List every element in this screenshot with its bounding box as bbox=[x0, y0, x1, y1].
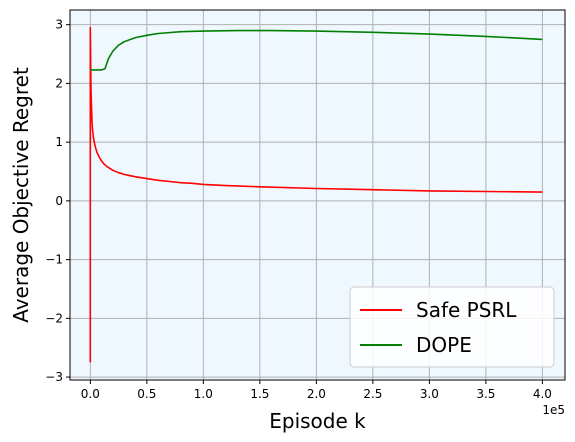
series-line-safe-psrl bbox=[89, 26, 543, 363]
series-layer bbox=[89, 26, 543, 363]
legend: Safe PSRL DOPE bbox=[349, 286, 555, 368]
y-tick-label: 0 bbox=[55, 194, 63, 208]
y-tick-label: −3 bbox=[45, 370, 63, 384]
y-axis: −3 −2 −1 0 1 2 3 bbox=[45, 18, 70, 384]
x-axis-offset-label: 1e5 bbox=[542, 403, 565, 417]
x-tick-label: 4.0 bbox=[533, 387, 552, 401]
x-axis: 0.0 0.5 1.0 1.5 2.0 2.5 3.0 3.5 4.0 bbox=[81, 380, 552, 401]
y-tick-label: 1 bbox=[55, 135, 63, 149]
x-tick-label: 2.0 bbox=[307, 387, 326, 401]
x-tick-label: 1.0 bbox=[194, 387, 213, 401]
y-tick-label: 2 bbox=[55, 76, 63, 90]
y-axis-label: Average Objective Regret bbox=[9, 67, 33, 323]
x-tick-label: 2.5 bbox=[363, 387, 382, 401]
x-tick-label: 3.5 bbox=[476, 387, 495, 401]
x-tick-label: 0.0 bbox=[81, 387, 100, 401]
y-tick-label: −1 bbox=[45, 253, 63, 267]
series-line-dope bbox=[90, 29, 543, 71]
x-tick-label: 3.0 bbox=[420, 387, 439, 401]
legend-box bbox=[349, 286, 555, 368]
legend-entry: DOPE bbox=[416, 333, 472, 357]
plot-frame bbox=[69, 9, 566, 381]
x-axis-label: Episode k bbox=[269, 409, 366, 433]
x-tick-label: 0.5 bbox=[137, 387, 156, 401]
x-tick-label: 1.5 bbox=[250, 387, 269, 401]
legend-entry: Safe PSRL bbox=[416, 298, 517, 322]
y-tick-label: 3 bbox=[55, 18, 63, 32]
y-tick-label: −2 bbox=[45, 311, 63, 325]
